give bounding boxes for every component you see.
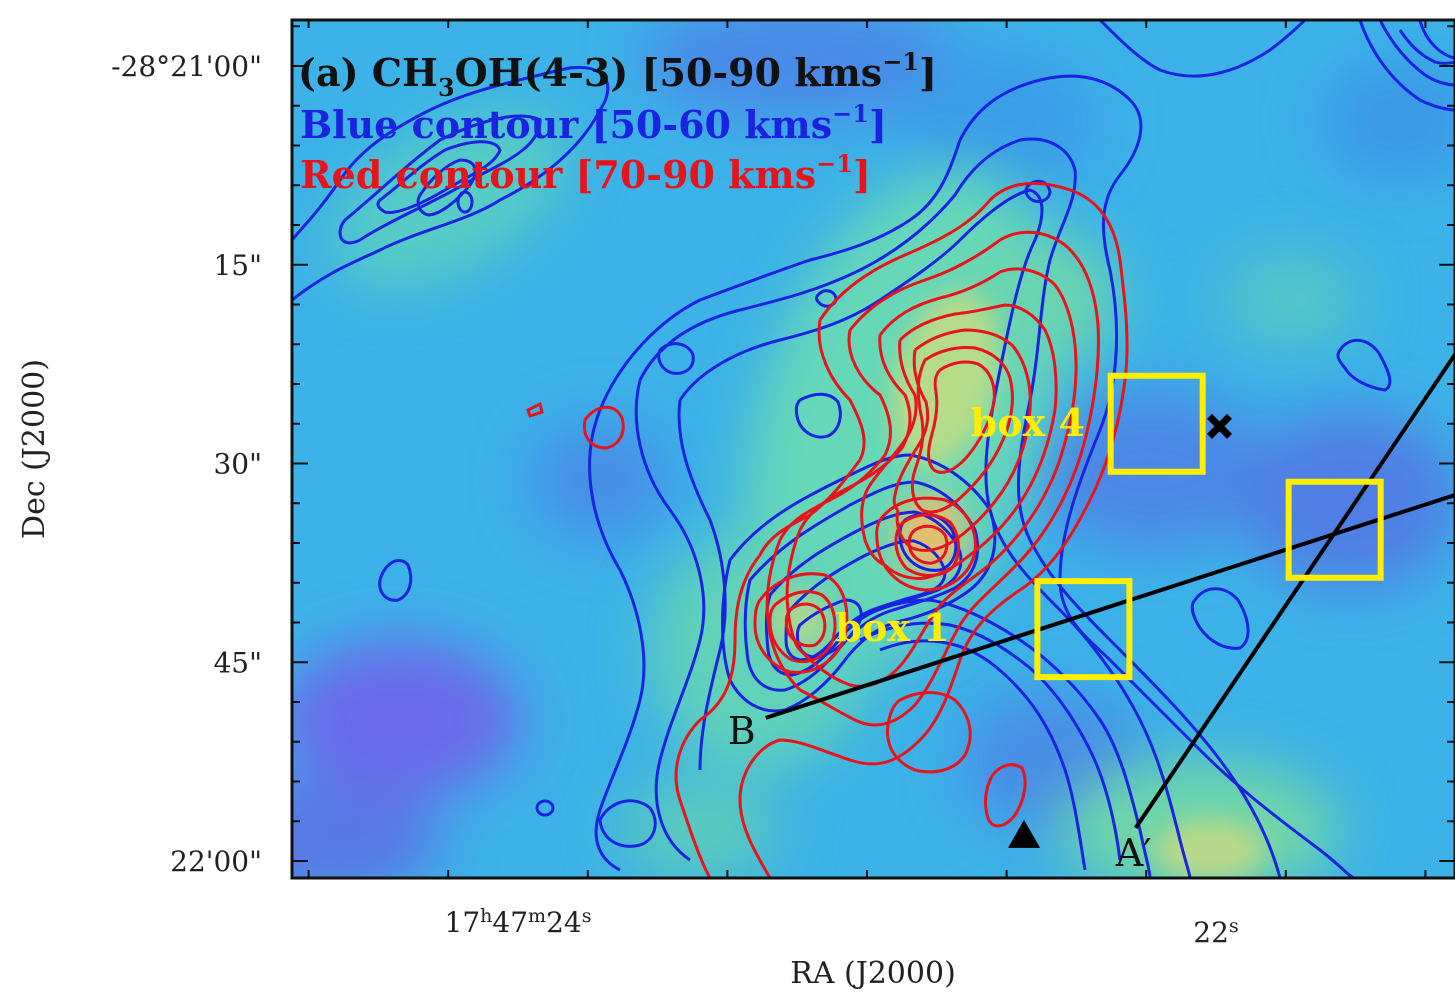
y-tick-label: 45"	[213, 646, 262, 679]
box-label: box 4	[971, 400, 1085, 445]
red-contour-box1-2	[768, 590, 837, 664]
blue-contour-nw-2	[376, 140, 502, 215]
red-contour-se-blob	[984, 763, 1027, 828]
x-tick-label: 22s	[1193, 915, 1238, 949]
blue-contour-2	[638, 137, 1282, 878]
blue-contour-sw-small	[535, 799, 555, 817]
blue-contour-west-blob	[378, 559, 413, 602]
red-contour-core-1	[875, 496, 977, 592]
y-tick-label: 15"	[213, 249, 262, 282]
blue-contour-nw-4	[456, 190, 474, 214]
blue-contour-south	[839, 598, 1152, 878]
blue-contour-3	[678, 188, 1192, 878]
cut-labels: AA′BB′	[728, 709, 1152, 875]
analysis-box	[1107, 372, 1206, 475]
plot-frame	[290, 18, 1455, 880]
red-contour-2-west	[765, 329, 892, 692]
panel-title: (a) CH3OH(4-3) [50-90 kms−1]	[298, 47, 937, 102]
red-contour-south	[885, 691, 972, 774]
blue-contour-core-b	[743, 480, 980, 692]
blue-contour-nw-3	[416, 158, 477, 217]
blue-contour-east-blob	[1336, 339, 1392, 392]
red-contour-legend: Red contour [70-90 kms−1]	[300, 149, 871, 197]
cut-lines	[765, 350, 1455, 829]
cut-line	[765, 492, 1455, 720]
blue-contour-east-2	[1190, 587, 1250, 650]
blue-contour-legend: Blue contour [50-60 kms−1]	[300, 99, 887, 147]
y-tick-label: -28°21'00"	[111, 50, 262, 83]
analysis-box	[1285, 478, 1384, 581]
red-contour-box1-3	[784, 602, 827, 648]
y-tick-labels: -28°21'00" 15" 30" 45" 22'00"	[111, 50, 262, 878]
red-contour-west-blob	[582, 405, 625, 450]
blue-contour-ne-outer	[1098, 20, 1307, 78]
triangle-marker	[1008, 819, 1041, 848]
red-contour-7	[927, 360, 996, 474]
x-tick-labels: 17h47m24s22s20s	[445, 905, 1239, 949]
source-markers	[1008, 413, 1232, 848]
red-contour-core-3	[907, 524, 949, 565]
blue-contour-sw-blob	[598, 799, 657, 848]
blue-contour-mid-blob	[657, 342, 695, 375]
red-contour-3	[798, 267, 1078, 688]
blue-contour-ne-2	[1378, 20, 1455, 87]
analysis-boxes	[1034, 372, 1384, 681]
red-contours	[526, 181, 1129, 878]
blue-contour-outer	[292, 65, 610, 302]
blue-contour-ne-4	[1418, 20, 1455, 60]
axis-ticks	[292, 20, 1455, 878]
blue-contour-2-west	[634, 379, 706, 862]
blue-contour-main-west	[588, 409, 646, 872]
blue-contour-south-2	[859, 621, 1122, 861]
blue-contour-box4	[794, 392, 842, 439]
red-contour-4-west	[860, 339, 918, 567]
blue-contour-ne-3	[1398, 29, 1455, 65]
blue-contour-main-outer	[598, 74, 1356, 878]
red-contour-2	[799, 230, 1100, 727]
red-contour-outer	[738, 181, 1129, 878]
box-label: box 1	[835, 605, 949, 650]
analysis-box	[1034, 578, 1133, 681]
y-axis-label: Dec (J2000)	[17, 359, 52, 539]
x-tick-label: 17h47m24s	[445, 905, 592, 939]
cut-start-label: B	[728, 709, 756, 753]
cut-end-label: A′	[1115, 831, 1152, 875]
blue-contour-south-3	[879, 639, 1087, 871]
y-tick-label: 22'00"	[170, 845, 262, 878]
red-contour-outer-west	[674, 319, 866, 878]
red-contour-west-small	[526, 401, 544, 418]
x-axis-label: RA (J2000)	[790, 956, 956, 991]
red-contour-core-2	[894, 513, 960, 577]
red-contour-6	[910, 346, 1014, 514]
blue-contour-nw-1	[338, 114, 542, 245]
blue-contour-ne-small	[1024, 179, 1052, 204]
red-contour-box1-1	[753, 572, 849, 674]
red-contour-3-west	[785, 334, 912, 652]
y-tick-label: 30"	[213, 448, 262, 481]
blue-contours	[292, 20, 1455, 878]
red-contour-5	[895, 328, 1032, 552]
blue-contour-ne-1	[1358, 20, 1455, 112]
cut-line	[1134, 350, 1455, 829]
cross-marker	[1207, 413, 1232, 439]
